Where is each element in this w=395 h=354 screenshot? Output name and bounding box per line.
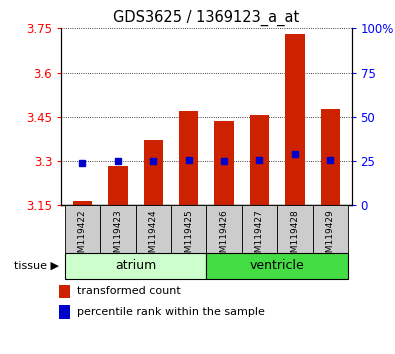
Text: GSM119426: GSM119426 (220, 209, 229, 264)
Bar (206, 205, 242, 253)
Bar (171, 205, 207, 253)
Bar (206, 253, 348, 279)
Bar (214, 121, 234, 205)
Text: GSM119424: GSM119424 (149, 209, 158, 264)
Bar (179, 111, 198, 205)
Bar (250, 115, 269, 205)
Bar (60, 305, 70, 319)
Text: atrium: atrium (115, 259, 156, 272)
Bar (321, 109, 340, 205)
Text: GSM119427: GSM119427 (255, 209, 264, 264)
Bar (135, 205, 171, 253)
Bar (60, 285, 70, 298)
Bar (100, 205, 135, 253)
Text: GSM119422: GSM119422 (78, 209, 87, 264)
Text: transformed count: transformed count (77, 286, 181, 296)
Text: tissue ▶: tissue ▶ (14, 261, 59, 271)
Bar (65, 253, 206, 279)
Bar (73, 201, 92, 205)
Bar (285, 34, 305, 205)
Title: GDS3625 / 1369123_a_at: GDS3625 / 1369123_a_at (113, 9, 299, 25)
Bar (65, 205, 100, 253)
Text: GSM119429: GSM119429 (326, 209, 335, 264)
Bar (143, 141, 163, 205)
Bar (242, 205, 277, 253)
Bar (277, 205, 312, 253)
Text: GSM119423: GSM119423 (113, 209, 122, 264)
Text: ventricle: ventricle (250, 259, 305, 272)
Bar (108, 166, 128, 205)
Bar (312, 205, 348, 253)
Text: GSM119425: GSM119425 (184, 209, 193, 264)
Text: percentile rank within the sample: percentile rank within the sample (77, 307, 265, 317)
Text: GSM119428: GSM119428 (290, 209, 299, 264)
